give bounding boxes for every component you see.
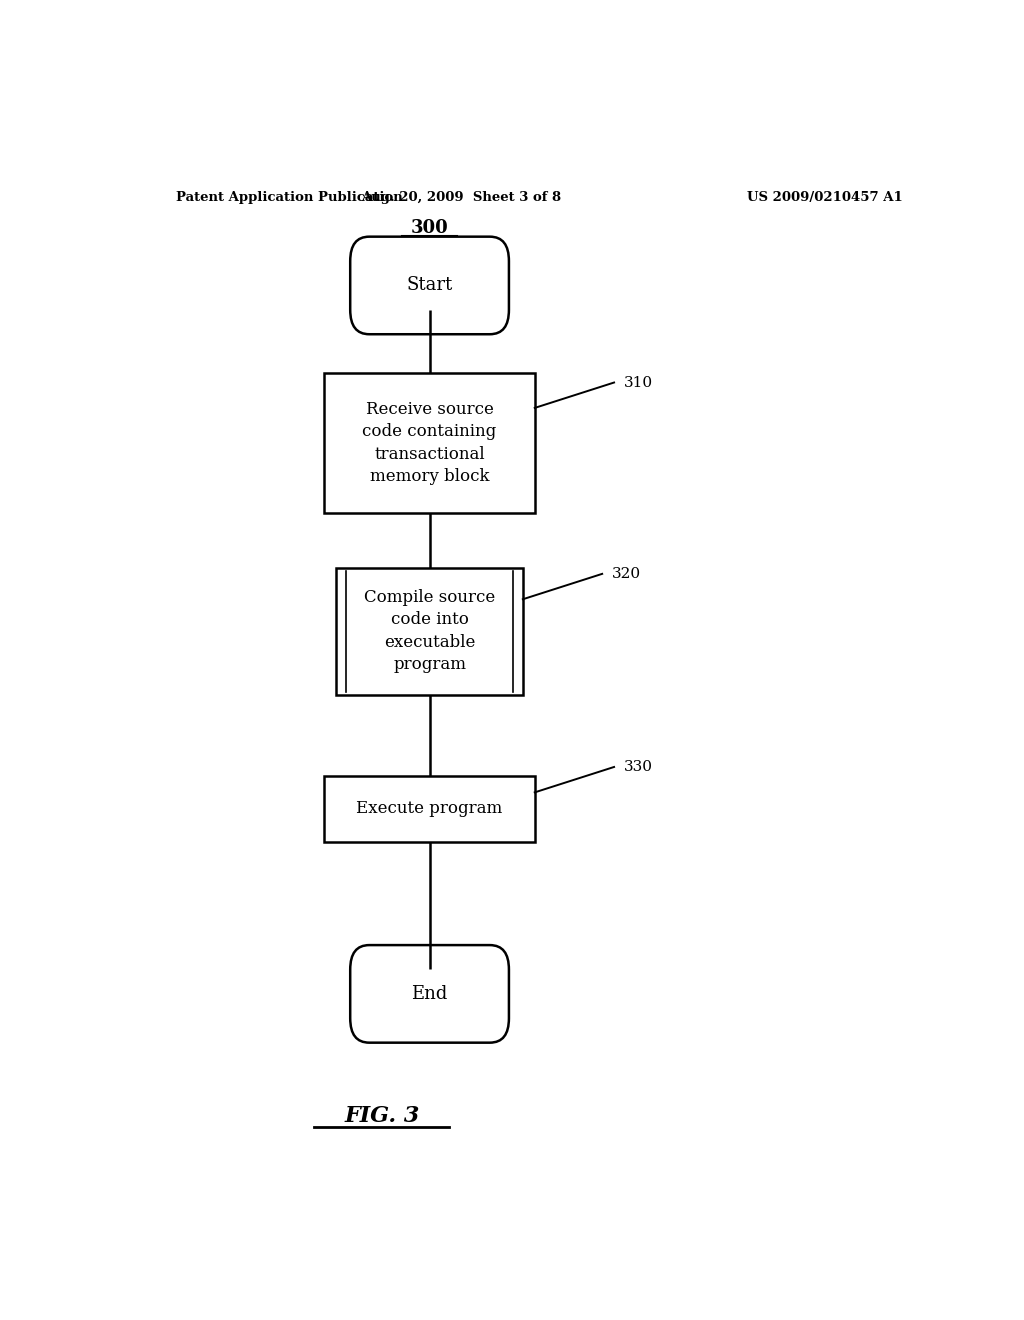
Bar xyxy=(336,568,523,694)
Text: 300: 300 xyxy=(411,219,449,236)
Text: 310: 310 xyxy=(624,375,652,389)
Text: 330: 330 xyxy=(624,760,652,774)
FancyBboxPatch shape xyxy=(350,236,509,334)
FancyBboxPatch shape xyxy=(350,945,509,1043)
Bar xyxy=(325,372,535,513)
Text: Execute program: Execute program xyxy=(356,800,503,817)
Text: Start: Start xyxy=(407,276,453,294)
Text: Receive source
code containing
transactional
memory block: Receive source code containing transacti… xyxy=(362,401,497,484)
Text: US 2009/0210457 A1: US 2009/0210457 A1 xyxy=(748,190,903,203)
Text: End: End xyxy=(412,985,447,1003)
Text: 320: 320 xyxy=(611,566,641,581)
Text: Compile source
code into
executable
program: Compile source code into executable prog… xyxy=(364,589,496,673)
Text: Patent Application Publication: Patent Application Publication xyxy=(176,190,402,203)
Bar xyxy=(325,776,535,842)
Text: Aug. 20, 2009  Sheet 3 of 8: Aug. 20, 2009 Sheet 3 of 8 xyxy=(361,190,561,203)
Text: FIG. 3: FIG. 3 xyxy=(344,1105,420,1127)
